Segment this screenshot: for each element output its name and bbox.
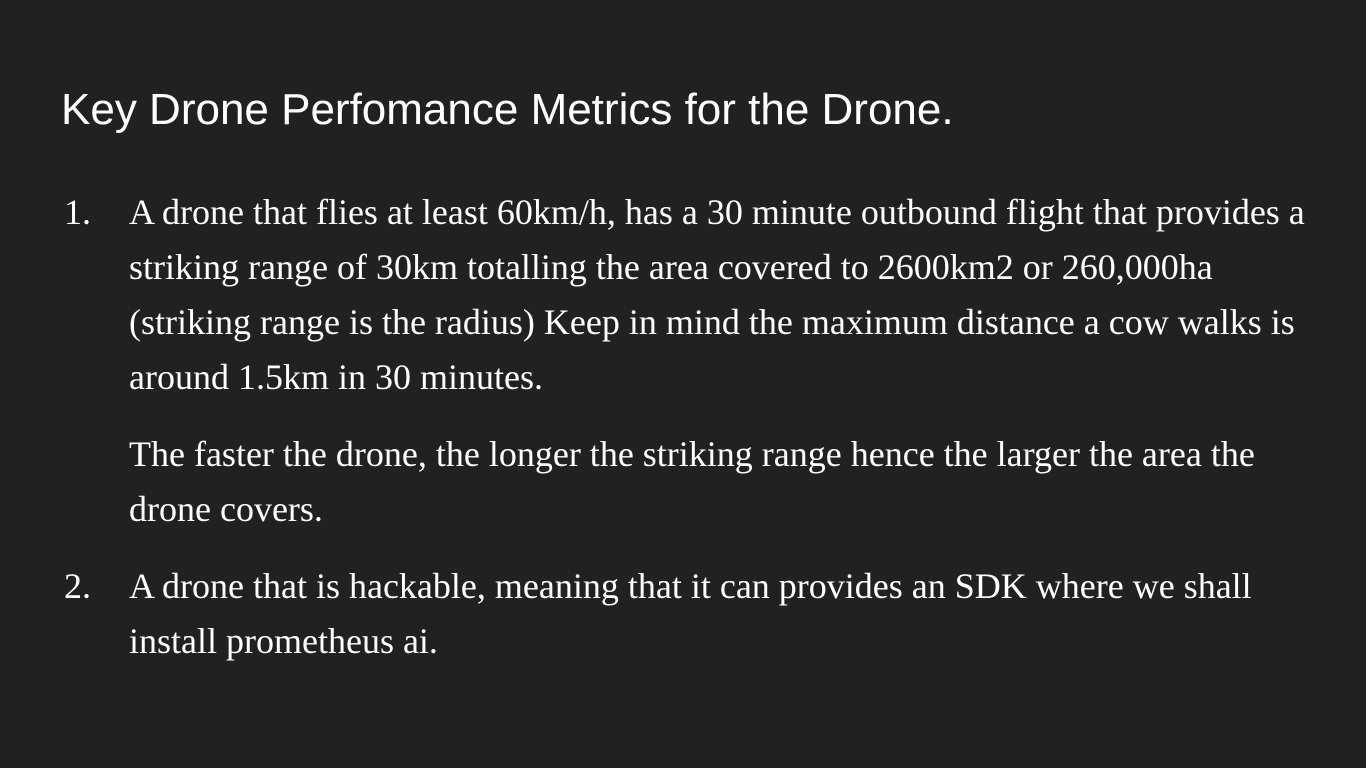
list-item-1: 1. A drone that flies at least 60km/h, h… — [61, 185, 1311, 537]
numbered-list: 1. A drone that flies at least 60km/h, h… — [61, 185, 1311, 669]
list-item-paragraph: A drone that flies at least 60km/h, has … — [129, 192, 1305, 397]
list-item-paragraph: The faster the drone, the longer the str… — [129, 434, 1255, 529]
list-item-paragraph: A drone that is hackable, meaning that i… — [129, 566, 1252, 661]
list-item-2: 2. A drone that is hackable, meaning tha… — [61, 559, 1311, 669]
list-item-number: 2. — [64, 566, 91, 606]
slide-title: Key Drone Perfomance Metrics for the Dro… — [61, 85, 954, 134]
list-item-number: 1. — [64, 192, 91, 232]
